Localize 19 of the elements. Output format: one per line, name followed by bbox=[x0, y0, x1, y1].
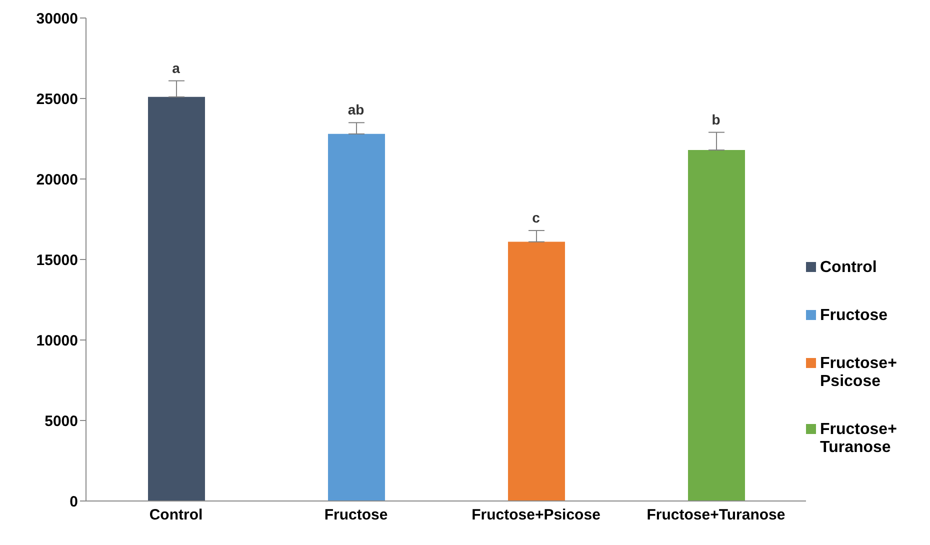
legend-label: Fructose+Turanose bbox=[820, 420, 897, 456]
annotation: ab bbox=[348, 102, 364, 118]
x-tick-label: Fructose+Psicose bbox=[472, 506, 600, 524]
annotation: b bbox=[712, 111, 720, 128]
y-tick-label: 10000 bbox=[36, 332, 78, 350]
x-tick-label: Fructose bbox=[324, 506, 388, 524]
y-tick-label: 20000 bbox=[36, 171, 78, 188]
y-tick-label: 30000 bbox=[36, 10, 78, 28]
y-tick-label: 15000 bbox=[36, 252, 78, 269]
annotation: a bbox=[172, 60, 180, 76]
y-tick-label: 0 bbox=[70, 493, 78, 510]
x-tick-label: Control bbox=[149, 506, 203, 524]
x-tick-label: Fructose+Turanose bbox=[646, 506, 786, 524]
annotation: c bbox=[532, 210, 540, 226]
legend-label: Control bbox=[820, 258, 877, 276]
legend-label: Fructose+Psicose bbox=[820, 354, 897, 390]
y-tick-label: 25000 bbox=[36, 90, 78, 108]
y-tick-label: 5000 bbox=[44, 412, 78, 430]
legend-label: Fructose bbox=[820, 306, 888, 324]
